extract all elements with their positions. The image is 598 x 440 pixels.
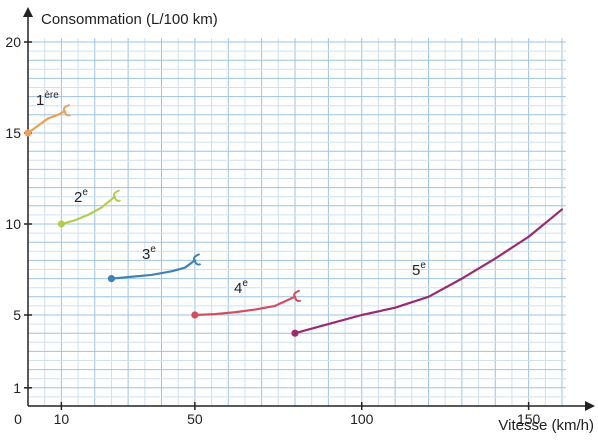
x-tick-label: 50 [187, 411, 203, 427]
series-start-point-2 [57, 220, 65, 228]
series-label-4: 4e [234, 278, 248, 297]
y-tick-label: 10 [5, 216, 21, 232]
series-end-hook-3 [193, 253, 201, 266]
series-start-point-4 [191, 311, 199, 319]
x-tick-label: 0 [14, 411, 22, 427]
series-end-hook-4 [293, 289, 301, 302]
series-start-point-3 [107, 275, 116, 283]
y-tick-label: 1 [13, 380, 21, 396]
series-label-sup-5: e [420, 260, 426, 271]
series-end-hook-1 [62, 104, 71, 117]
chart-grid [28, 38, 566, 406]
series-start-point-5 [291, 329, 299, 337]
series-layer [24, 104, 564, 337]
series-label-sup-1: ère [44, 90, 59, 101]
x-axis-title: Vitesse (km/h) [498, 417, 594, 434]
y-tick-label: 20 [5, 34, 21, 50]
series-line-3 [110, 259, 196, 280]
series-label-2: 2e [74, 187, 88, 206]
series-end-hook-2 [112, 189, 121, 202]
series-line-4 [193, 295, 297, 317]
x-tick-label: 150 [517, 411, 541, 427]
y-tick-label: 15 [5, 125, 21, 141]
series-line-5 [293, 208, 564, 335]
series-label-sup-3: e [150, 244, 156, 255]
series-label-5: 5e [412, 260, 426, 279]
x-tick-label: 10 [54, 411, 70, 427]
series-label-sup-4: e [242, 278, 248, 289]
x-tick-label: 100 [350, 411, 374, 427]
series-start-point-1 [24, 129, 32, 137]
series-label-sup-2: e [82, 187, 88, 198]
series-line-2 [60, 195, 116, 226]
y-tick-label: 5 [13, 307, 21, 323]
y-axis-title: Consommation (L/100 km) [41, 11, 218, 28]
series-line-1 [26, 110, 66, 135]
